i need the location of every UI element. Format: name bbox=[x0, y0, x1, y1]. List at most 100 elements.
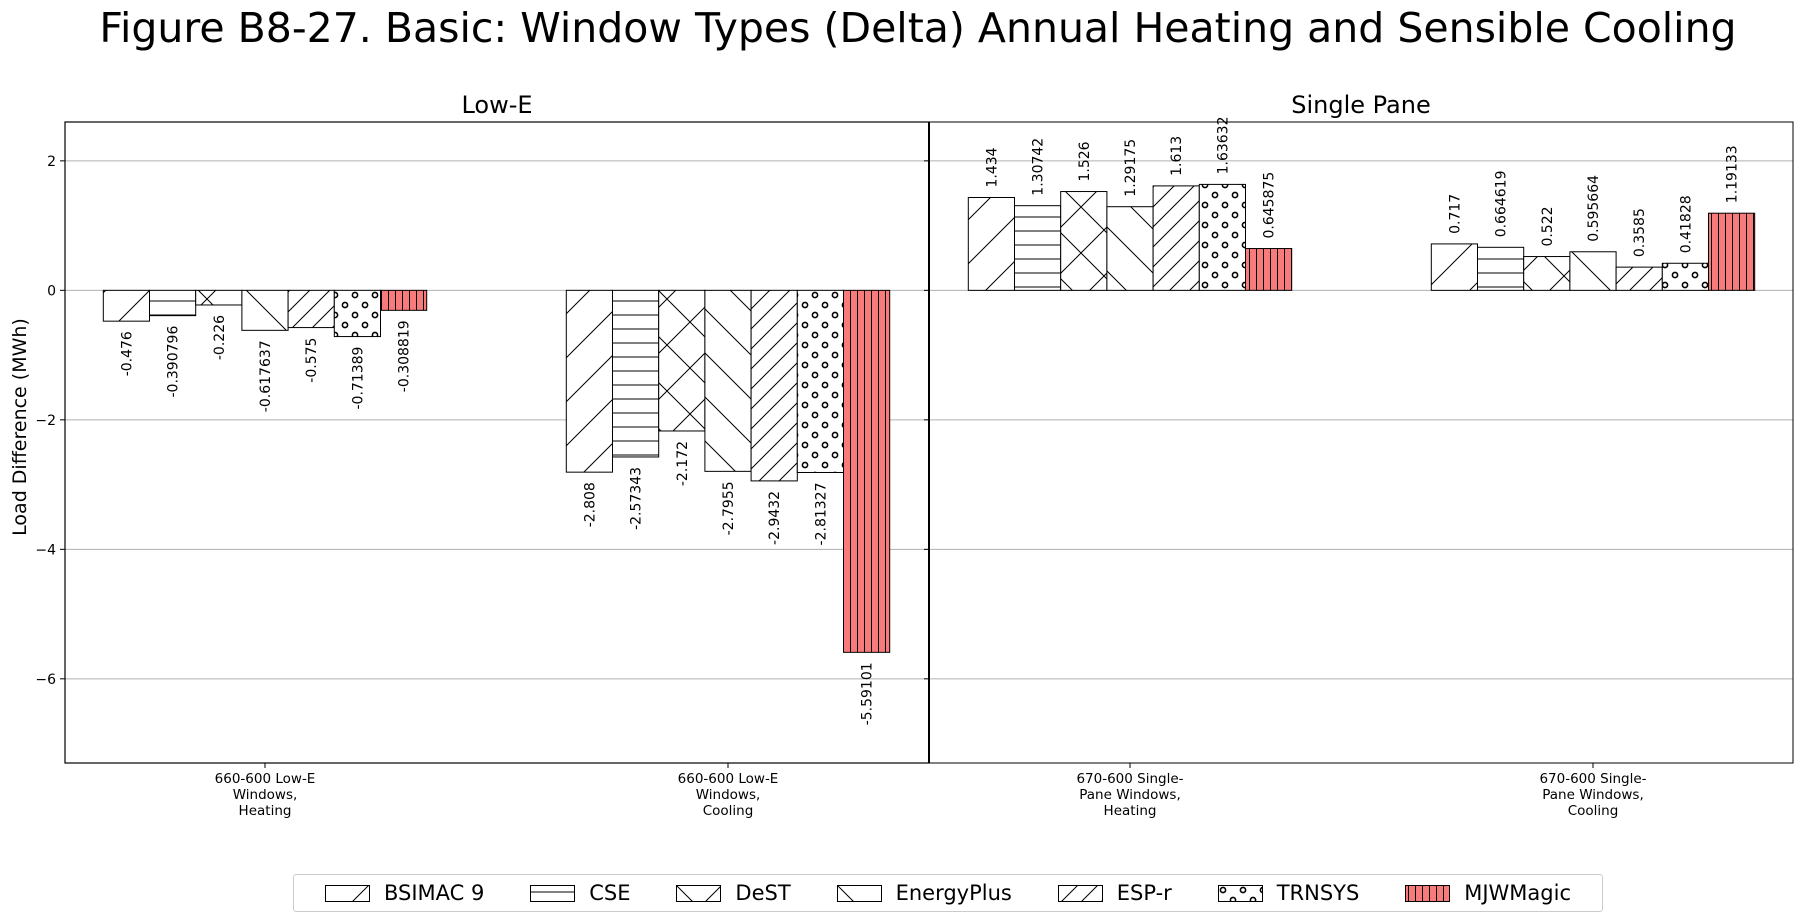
data-label: 0.522 bbox=[1540, 206, 1556, 246]
panel-title: Low-E bbox=[461, 91, 532, 119]
legend-swatch bbox=[1217, 884, 1263, 902]
y-tick-label: 0 bbox=[47, 283, 56, 299]
bar bbox=[149, 289, 197, 317]
legend-swatch bbox=[1057, 884, 1103, 902]
legend-swatch bbox=[676, 884, 722, 902]
category-label: 670-600 Single- bbox=[1076, 771, 1183, 787]
data-label: -2.9432 bbox=[767, 491, 783, 545]
bar bbox=[967, 196, 1015, 291]
bars-layer bbox=[102, 183, 1756, 653]
data-label: -2.81327 bbox=[813, 482, 829, 545]
legend-label: MJWMagic bbox=[1464, 881, 1571, 905]
chart-title: Figure B8-27. Basic: Window Types (Delta… bbox=[99, 4, 1736, 52]
legend-swatch bbox=[1405, 884, 1451, 902]
legend-label: DeST bbox=[735, 881, 791, 905]
bar bbox=[1430, 243, 1479, 291]
data-label: 0.645875 bbox=[1262, 172, 1278, 239]
data-label: 1.63632 bbox=[1215, 116, 1231, 174]
legend-label: EnergyPlus bbox=[895, 881, 1012, 905]
bar bbox=[1060, 191, 1108, 291]
data-label: -0.476 bbox=[119, 331, 135, 376]
bar bbox=[380, 289, 428, 311]
bar bbox=[565, 289, 613, 473]
legend-item: TRNSYS bbox=[1217, 881, 1360, 905]
category-label: Windows, bbox=[696, 787, 761, 803]
data-label: -0.390796 bbox=[166, 326, 182, 398]
data-label: 0.717 bbox=[1447, 194, 1463, 234]
y-tick-label: −2 bbox=[35, 413, 56, 429]
data-label: -5.59101 bbox=[860, 662, 876, 725]
category-label: Heating bbox=[239, 803, 292, 819]
legend-item: DeST bbox=[676, 881, 791, 905]
data-label: 0.595664 bbox=[1586, 175, 1602, 242]
bar bbox=[750, 289, 798, 482]
legend-item: BSIMAC 9 bbox=[324, 881, 485, 905]
bar bbox=[1661, 262, 1710, 291]
data-label: 1.526 bbox=[1077, 141, 1093, 181]
bar bbox=[1615, 266, 1663, 291]
data-label: -0.226 bbox=[212, 315, 228, 360]
legend-item: ESP-r bbox=[1057, 881, 1172, 905]
chart-legend: BSIMAC 9 CSE DeST EnergyPlus ESP-r TRNSYS MJWM… bbox=[293, 874, 1603, 912]
legend-item: MJWMagic bbox=[1405, 881, 1571, 905]
data-label: 1.613 bbox=[1169, 136, 1185, 176]
bar bbox=[333, 289, 381, 338]
category-label: Pane Windows, bbox=[1542, 787, 1644, 803]
bar bbox=[195, 289, 243, 306]
category-label: Heating bbox=[1104, 803, 1157, 819]
data-label: 0.664619 bbox=[1494, 170, 1510, 237]
category-label: Cooling bbox=[1568, 803, 1619, 819]
data-label: 1.30742 bbox=[1031, 138, 1047, 196]
category-label: 670-600 Single- bbox=[1539, 771, 1646, 787]
data-label: 0.41828 bbox=[1678, 195, 1694, 253]
category-label: 660-600 Low-E bbox=[215, 771, 316, 787]
data-label: -2.57343 bbox=[629, 467, 645, 530]
bar bbox=[1523, 256, 1571, 291]
y-tick-label: −6 bbox=[35, 672, 56, 688]
legend-item: CSE bbox=[530, 881, 631, 905]
category-label: Windows, bbox=[233, 787, 298, 803]
legend-label: ESP-r bbox=[1116, 881, 1172, 905]
y-tick-label: 2 bbox=[47, 154, 56, 170]
data-label: -2.808 bbox=[582, 482, 598, 527]
bar bbox=[102, 289, 151, 322]
data-label: -2.7955 bbox=[721, 481, 737, 535]
category-label: 660-600 Low-E bbox=[678, 771, 779, 787]
legend-swatch bbox=[324, 884, 370, 902]
legend-label: BSIMAC 9 bbox=[383, 881, 485, 905]
panel-title: Single Pane bbox=[1291, 91, 1431, 119]
legend-swatch bbox=[530, 884, 576, 902]
labels-layer: -0.476 -0.390796 -0.226 -0.617637 -0.575 -0.7… bbox=[119, 116, 1740, 725]
bar bbox=[1477, 246, 1525, 291]
data-label: 1.19133 bbox=[1725, 145, 1741, 203]
bar bbox=[241, 289, 289, 331]
bar bbox=[287, 289, 335, 329]
bar bbox=[1708, 212, 1756, 291]
data-label: -0.617637 bbox=[258, 340, 274, 412]
legend-label: TRNSYS bbox=[1276, 881, 1360, 905]
bar bbox=[843, 289, 891, 653]
bar bbox=[1152, 185, 1200, 291]
bar bbox=[1014, 205, 1062, 291]
bar bbox=[658, 289, 706, 432]
data-label: 1.434 bbox=[984, 147, 1000, 187]
data-label: -0.71389 bbox=[350, 347, 366, 410]
data-label: 0.3585 bbox=[1632, 208, 1648, 257]
data-label: -0.308819 bbox=[397, 320, 413, 392]
y-tick-label: −4 bbox=[35, 542, 56, 558]
bar bbox=[1245, 248, 1293, 291]
bar bbox=[1569, 251, 1617, 291]
legend-swatch bbox=[836, 884, 882, 902]
data-label: 1.29175 bbox=[1123, 139, 1139, 197]
y-axis-label: Load Difference (MWh) bbox=[9, 318, 31, 536]
legend-item: EnergyPlus bbox=[836, 881, 1012, 905]
data-label: -0.575 bbox=[304, 338, 320, 383]
bar bbox=[704, 289, 752, 472]
category-label: Cooling bbox=[703, 803, 754, 819]
data-label: -2.172 bbox=[675, 441, 691, 486]
category-label: Pane Windows, bbox=[1079, 787, 1181, 803]
legend-label: CSE bbox=[589, 881, 631, 905]
